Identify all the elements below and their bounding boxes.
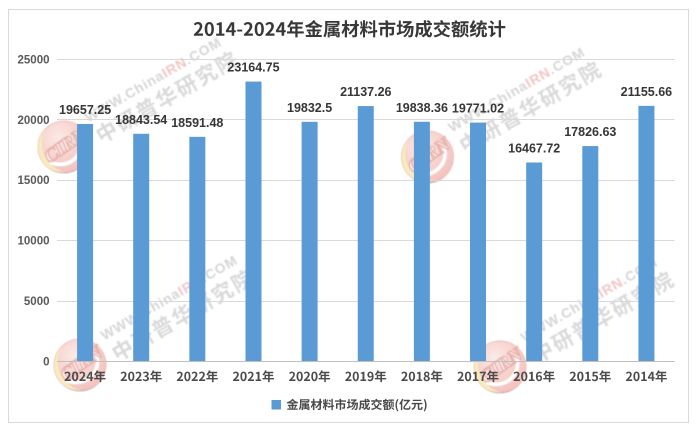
svg-text:10000: 10000 (18, 236, 50, 248)
svg-text:5000: 5000 (24, 296, 50, 308)
svg-text:18843.54: 18843.54 (115, 113, 167, 127)
svg-text:19771.02: 19771.02 (452, 102, 504, 116)
svg-text:21137.26: 21137.26 (340, 85, 391, 99)
svg-text:19838.36: 19838.36 (396, 101, 448, 115)
svg-text:15000: 15000 (18, 175, 50, 187)
svg-text:23164.75: 23164.75 (227, 61, 279, 75)
svg-text:19832.5: 19832.5 (287, 101, 332, 115)
svg-text:25000: 25000 (18, 54, 50, 66)
svg-text:19657.25: 19657.25 (59, 103, 111, 117)
svg-text:21155.66: 21155.66 (621, 85, 672, 99)
svg-text:17826.63: 17826.63 (564, 125, 616, 139)
svg-text:18591.48: 18591.48 (171, 116, 223, 130)
svg-text:20000: 20000 (18, 115, 50, 127)
svg-text:0: 0 (43, 357, 49, 369)
svg-text:16467.72: 16467.72 (508, 142, 560, 156)
